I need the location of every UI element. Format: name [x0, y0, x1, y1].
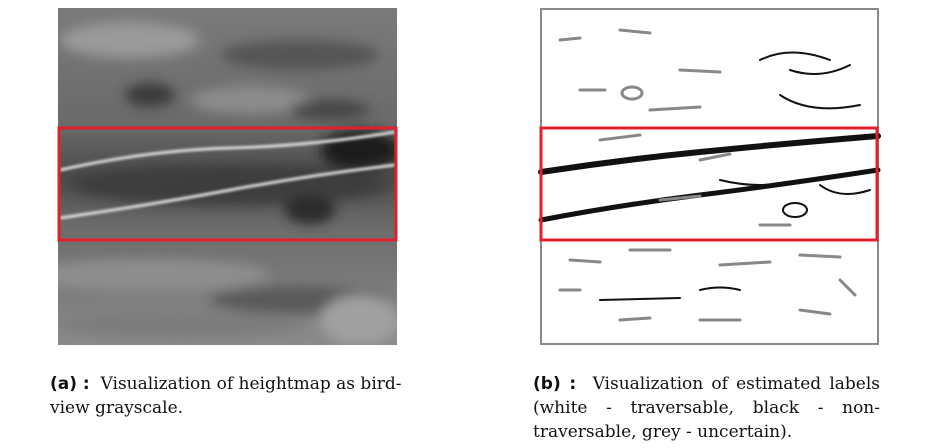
caption-text: view grayscale. [50, 398, 183, 418]
caption-text: Visualization of estimated labels [593, 374, 880, 394]
caption-line: view grayscale. [50, 396, 393, 420]
caption-text: (white - traversable, black - non- [533, 398, 880, 418]
caption: (b) : Visualization of estimated labels(… [533, 372, 880, 444]
caption-line: (white - traversable, black - non- [533, 396, 880, 420]
caption-line: traversable, grey - uncertain). [533, 420, 880, 444]
figure-page: (a) : Visualization of heightmap as bird… [0, 0, 931, 448]
caption-line: (a) : Visualization of heightmap as bird… [50, 372, 393, 396]
caption-label: (a) : [50, 374, 90, 394]
caption-line: (b) : Visualization of estimated labels [533, 372, 880, 396]
caption: (a) : Visualization of heightmap as bird… [50, 372, 393, 420]
figure-images [0, 0, 931, 360]
caption-text: traversable, grey - uncertain). [533, 422, 792, 442]
caption-label: (b) : [533, 374, 576, 394]
caption-text: Visualization of heightmap as bird- [101, 374, 402, 394]
heightmap-image [30, 8, 400, 345]
labels-image [541, 9, 878, 344]
